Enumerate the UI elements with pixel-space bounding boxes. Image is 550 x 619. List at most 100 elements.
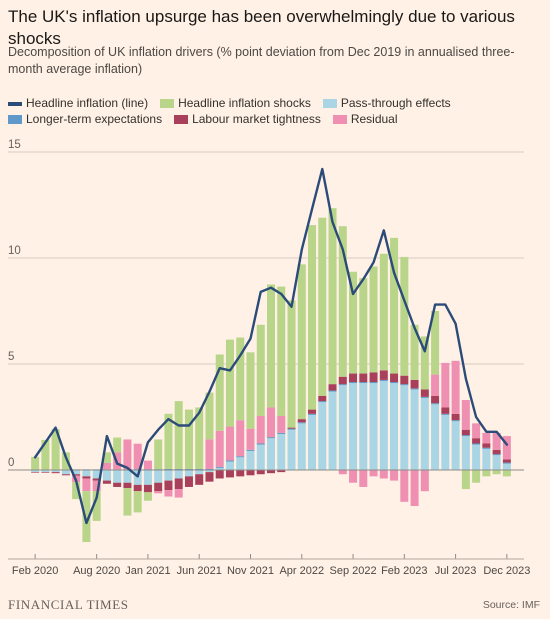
bar-labour	[400, 375, 409, 385]
bar-labour	[451, 413, 460, 421]
publisher-logo: FINANCIAL TIMES	[8, 597, 129, 612]
bar-shocks	[472, 470, 481, 483]
x-tick-label: Dec 2023	[483, 565, 530, 577]
x-tick-label: Jan 2021	[125, 565, 170, 577]
x-tick-label: Jun 2021	[177, 565, 222, 577]
bar-passthrough	[328, 391, 337, 470]
bar-shocks	[51, 429, 60, 470]
bar-passthrough	[431, 404, 440, 470]
bar-passthrough	[225, 461, 234, 470]
bar-expectations	[195, 468, 204, 470]
bar-labour	[225, 470, 234, 478]
bar-residual	[123, 439, 132, 470]
bar-residual	[92, 480, 101, 492]
bar-residual	[359, 470, 368, 487]
bar-expectations	[349, 382, 358, 384]
bar-passthrough	[390, 383, 399, 470]
bar-passthrough	[482, 448, 491, 470]
bar-passthrough	[441, 414, 450, 470]
bar-shocks	[277, 286, 286, 416]
bar-expectations	[379, 379, 388, 381]
bar-labour	[133, 484, 142, 492]
bar-passthrough	[184, 470, 193, 477]
bar-labour	[72, 474, 81, 476]
bar-residual	[502, 436, 511, 460]
bar-residual	[390, 470, 399, 481]
x-tick-label: Jul 2023	[435, 565, 477, 577]
bar-residual	[410, 470, 419, 507]
legend-label: Pass-through effects	[340, 96, 451, 110]
bar-shocks	[113, 437, 122, 453]
bar-expectations	[359, 382, 368, 384]
bar-labour	[267, 470, 275, 474]
bar-shocks	[154, 439, 163, 470]
bar-residual	[256, 415, 265, 444]
bar-shocks	[400, 256, 409, 376]
x-tick-label: Apr 2022	[279, 565, 324, 577]
bar-residual	[338, 470, 347, 475]
bar-passthrough	[492, 455, 501, 470]
inflation-decomposition-chart: 0 5 10 15 Feb 2020 Aug 2020 Jan 2021 Jun 2021 No…	[8, 139, 530, 577]
bar-expectations	[277, 432, 286, 434]
bar-shocks	[41, 439, 50, 470]
bar-labour	[369, 372, 378, 383]
bar-shocks	[82, 491, 91, 543]
bar-shocks	[246, 352, 255, 429]
legend-item-expectations: Longer-term expectations	[8, 112, 162, 127]
bar-labour	[308, 409, 317, 414]
x-tick-label: Feb 2023	[381, 565, 427, 577]
bar-labour	[205, 472, 214, 482]
bar-shocks	[328, 208, 337, 385]
bar-labour	[482, 443, 491, 448]
bar-shocks	[72, 482, 81, 500]
bar-expectations	[236, 456, 245, 458]
bar-shocks	[349, 271, 358, 374]
bar-expectations	[225, 460, 234, 462]
bar-shocks	[502, 470, 511, 477]
bar-passthrough	[113, 470, 122, 483]
bar-shocks	[164, 413, 173, 469]
bar-expectations	[164, 468, 173, 470]
bar-expectations	[184, 468, 193, 470]
bar-residual	[349, 470, 358, 483]
bar-shocks	[267, 284, 275, 408]
bar-residual	[400, 470, 409, 502]
bar-labour	[154, 482, 163, 492]
bar-expectations	[451, 420, 460, 422]
bar-passthrough	[72, 470, 81, 475]
bar-expectations	[400, 384, 409, 386]
bar-labour	[143, 484, 152, 493]
bar-labour	[492, 449, 501, 455]
bar-expectations	[410, 388, 419, 390]
bar-labour	[390, 373, 399, 383]
bar-passthrough	[51, 470, 60, 473]
legend-item-shocks: Headline inflation shocks	[160, 96, 311, 111]
bar-shocks	[379, 253, 388, 371]
bar-shocks	[102, 452, 111, 464]
bar-passthrough	[502, 463, 511, 470]
bar-expectations	[502, 462, 511, 464]
bar-passthrough	[195, 470, 204, 475]
bar-residual	[420, 470, 429, 492]
bar-shocks	[195, 407, 204, 469]
legend: Headline inflation (line) Headline infla…	[8, 96, 538, 128]
bar-labour	[51, 472, 60, 474]
bar-expectations	[246, 449, 255, 451]
bar-passthrough	[256, 444, 265, 470]
bar-expectations	[215, 466, 224, 468]
legend-label: Headline inflation shocks	[178, 96, 311, 110]
bar-labour	[174, 478, 183, 490]
x-tick-label: Sep 2022	[329, 565, 376, 577]
chart-title: The UK's inflation upsurge has been over…	[8, 7, 515, 48]
bar-shocks	[390, 237, 399, 374]
bar-passthrough	[205, 470, 214, 473]
bar-passthrough	[308, 414, 317, 470]
bar-passthrough	[338, 385, 347, 470]
bar-shocks	[359, 278, 368, 374]
bar-passthrough	[410, 389, 419, 470]
bar-residual	[154, 491, 163, 494]
bar-labour	[502, 459, 511, 463]
bar-passthrough	[246, 450, 255, 470]
bar-shocks	[256, 324, 265, 416]
bar-shocks	[205, 392, 214, 440]
